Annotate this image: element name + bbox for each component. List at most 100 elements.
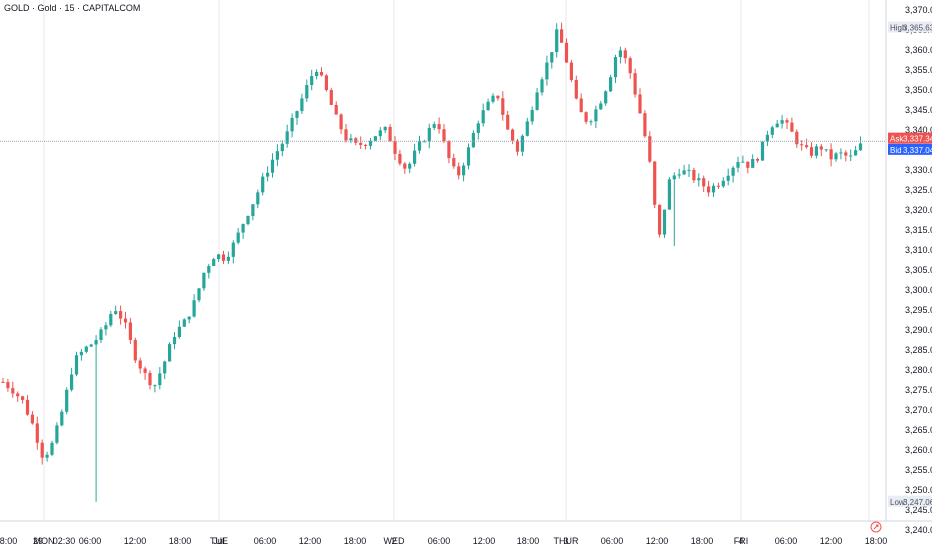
- goto-realtime-button[interactable]: [870, 521, 882, 533]
- candle-body: [775, 123, 779, 128]
- symbol-title: GOLD · Gold · 15 · CAPITALCOM: [4, 3, 140, 13]
- candle-body: [658, 204, 662, 235]
- candle-body: [6, 382, 10, 389]
- candle-body: [638, 94, 642, 114]
- svg-text:3,337.34: 3,337.34: [903, 135, 932, 144]
- x-tick-label: 12:00: [299, 536, 322, 546]
- candle-body: [609, 77, 613, 92]
- y-tick-label: 3,285.00: [905, 345, 932, 355]
- candle-body: [35, 423, 39, 443]
- y-tick-label: 3,240.00: [905, 525, 932, 535]
- candle-body: [324, 75, 328, 91]
- candle-body: [373, 136, 377, 141]
- candle-body: [707, 186, 711, 193]
- candle-body: [746, 161, 750, 168]
- candle-body: [780, 120, 784, 124]
- candle-body: [285, 131, 289, 144]
- candle-body: [589, 121, 593, 123]
- candle-body: [496, 95, 500, 99]
- y-tick-label: 3,350.00: [905, 85, 932, 95]
- x-tick-label: TUE: [210, 536, 228, 546]
- candle-body: [133, 339, 137, 361]
- x-tick-label: Jul: [213, 536, 225, 546]
- y-tick-label: 3,275.00: [905, 385, 932, 395]
- ask-tag: Ask 3,337.34: [888, 132, 932, 144]
- x-tick-label: WED: [384, 536, 405, 546]
- svg-text:Bid: Bid: [890, 146, 902, 155]
- candle-body: [202, 272, 206, 289]
- candle-body: [579, 98, 583, 113]
- candle-body: [849, 155, 853, 157]
- candle-body: [1, 382, 5, 383]
- x-tick-label: 18:00: [344, 536, 367, 546]
- candle-body: [520, 135, 524, 152]
- candle-layer: [1, 22, 863, 502]
- x-tick-label: 12:00: [820, 536, 843, 546]
- svg-text:Low: Low: [890, 498, 905, 507]
- candle-body: [256, 192, 260, 205]
- candle-body: [280, 143, 284, 152]
- candle-body: [398, 153, 402, 164]
- candle-body: [501, 98, 505, 115]
- candle-body: [854, 150, 858, 156]
- candle-body: [143, 368, 147, 373]
- candle-body: [25, 399, 30, 415]
- candle-body: [525, 121, 529, 136]
- candle-body: [70, 374, 74, 390]
- x-tick-label: 06:00: [775, 536, 798, 546]
- candle-body: [702, 178, 706, 187]
- candle-body: [138, 360, 142, 369]
- svg-text:3,337.04: 3,337.04: [903, 146, 932, 155]
- candle-body: [844, 152, 848, 156]
- candle-body: [814, 146, 818, 156]
- y-tick-label: 3,315.00: [905, 225, 932, 235]
- candle-body: [667, 179, 671, 210]
- candle-body: [535, 92, 539, 110]
- grid-layer: [43, 0, 870, 521]
- y-tick-label: 3,295.00: [905, 305, 932, 315]
- candle-body: [545, 62, 549, 80]
- candle-body: [21, 396, 25, 400]
- y-tick-label: 3,370.00: [905, 5, 932, 15]
- candle-body: [653, 161, 657, 205]
- x-tick-label: 18:00: [0, 536, 17, 546]
- candle-body: [275, 151, 279, 160]
- candle-body: [187, 316, 191, 320]
- candle-body: [839, 152, 843, 154]
- x-tick-label: THUR: [554, 536, 579, 546]
- candle-body: [427, 127, 431, 142]
- candle-body: [300, 98, 304, 112]
- x-tick-label: 12:00: [473, 536, 496, 546]
- y-tick-label: 3,320.00: [905, 205, 932, 215]
- candle-body: [417, 141, 422, 151]
- candle-body: [711, 185, 716, 193]
- candle-body: [104, 325, 108, 330]
- candle-body: [819, 146, 823, 150]
- price-axis-panel[interactable]: [886, 0, 932, 550]
- candle-body: [226, 256, 230, 261]
- candle-body: [246, 215, 250, 225]
- candle-body: [334, 104, 338, 115]
- svg-text:Ask: Ask: [890, 135, 904, 144]
- x-tick-label: 02:30: [53, 536, 76, 546]
- x-tick-label: 12:00: [646, 536, 669, 546]
- candle-body: [442, 129, 446, 142]
- x-tick-label: 12:00: [124, 536, 147, 546]
- x-tick-label: 18:00: [691, 536, 714, 546]
- candle-body: [266, 172, 270, 177]
- candle-body: [457, 166, 461, 176]
- candle-body: [158, 373, 162, 386]
- candle-body: [692, 169, 696, 181]
- candle-body: [760, 141, 765, 161]
- candle-body: [540, 79, 544, 93]
- candle-body: [462, 165, 466, 176]
- candle-body: [413, 150, 417, 164]
- candle-body: [756, 158, 760, 161]
- candle-body: [251, 204, 255, 216]
- candle-body: [172, 337, 177, 345]
- x-tick-label: 3: [563, 536, 568, 546]
- x-tick-label: 18:00: [865, 536, 888, 546]
